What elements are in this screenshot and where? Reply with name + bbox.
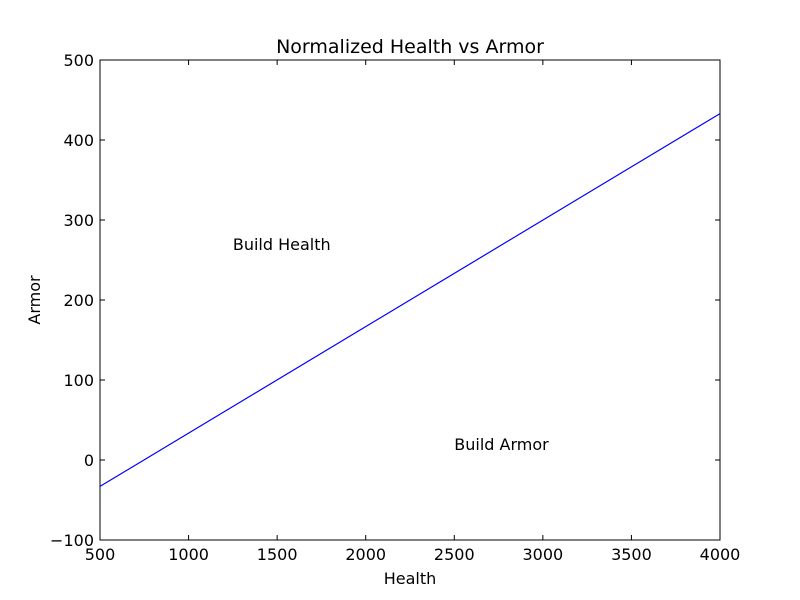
chart-title: Normalized Health vs Armor — [276, 36, 544, 58]
y-axis-label: Armor — [25, 275, 44, 325]
x-tick-label: 1500 — [257, 545, 298, 564]
x-tick-label: 3000 — [522, 545, 563, 564]
x-axis-label: Health — [384, 569, 437, 588]
x-tick-label: 4000 — [700, 545, 741, 564]
y-tick-label: 100 — [63, 371, 94, 390]
y-tick-label: 200 — [63, 291, 94, 310]
annotation-label: Build Health — [233, 235, 331, 254]
axis-ticks — [99, 59, 721, 541]
y-tick-label: 0 — [84, 451, 94, 470]
y-tick-label: 400 — [63, 131, 94, 150]
x-tick-label: 2000 — [345, 545, 386, 564]
y-tick-label: 500 — [63, 51, 94, 70]
x-tick-label: 2500 — [434, 545, 475, 564]
x-tick-label: 1000 — [168, 545, 209, 564]
y-tick-label: 300 — [63, 211, 94, 230]
series-line — [99, 113, 721, 487]
x-tick-label: 500 — [85, 545, 116, 564]
x-tick-label: 3500 — [611, 545, 652, 564]
annotation-layer: Build Health Build Armor — [233, 235, 549, 454]
y-tick-labels: −100 0 100 200 300 400 500 — [50, 51, 94, 550]
annotation-label: Build Armor — [454, 435, 549, 454]
y-tick-label: −100 — [50, 531, 94, 550]
x-tick-labels: 500 1000 1500 2000 2500 3000 3500 4000 — [85, 545, 741, 564]
series-layer — [99, 113, 721, 487]
